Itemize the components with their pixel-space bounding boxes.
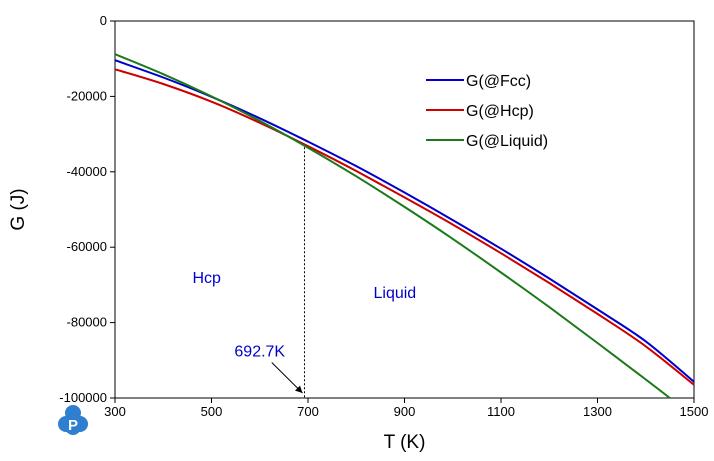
y-tick-label: -20000 bbox=[67, 88, 107, 103]
legend: G(@Fcc) G(@Hcp) G(@Liquid) bbox=[426, 73, 548, 150]
legend-entry: G(@Hcp) bbox=[466, 103, 534, 120]
x-tick-label: 700 bbox=[297, 404, 319, 419]
transition-arrowhead bbox=[295, 385, 303, 393]
transition-label: 692.7K bbox=[234, 344, 285, 361]
region-label-liquid: Liquid bbox=[373, 285, 416, 302]
x-tick-label: 500 bbox=[201, 404, 223, 419]
logo-icon: P bbox=[58, 405, 88, 435]
y-tick-label: 0 bbox=[100, 13, 107, 28]
legend-entry: G(@Liquid) bbox=[466, 133, 548, 150]
y-tick-label: -100000 bbox=[59, 390, 107, 405]
legend-entry: G(@Fcc) bbox=[466, 73, 531, 90]
y-axis-title: G (J) bbox=[8, 188, 29, 230]
series-line-0 bbox=[114, 59, 695, 383]
transition-arrow bbox=[271, 362, 303, 394]
x-axis-title: T (K) bbox=[384, 432, 426, 453]
region-label-hcp: Hcp bbox=[192, 270, 221, 287]
annotation-layer: 692.7K Hcp Liquid bbox=[192, 147, 416, 398]
y-tick-label: -60000 bbox=[67, 239, 107, 254]
series-line-1 bbox=[114, 68, 695, 386]
x-tick-label: 900 bbox=[394, 404, 416, 419]
x-tick-label: 1500 bbox=[680, 404, 709, 419]
plot-area bbox=[114, 20, 695, 399]
series-layer bbox=[114, 53, 695, 399]
x-tick-label: 300 bbox=[104, 404, 126, 419]
y-tick-label: -80000 bbox=[67, 315, 107, 330]
x-axis: 300 500 700 900 1100 1300 1500 bbox=[104, 398, 708, 419]
x-tick-label: 1100 bbox=[487, 404, 515, 419]
y-axis: 0 -20000 -40000 -60000 -80000 -100000 bbox=[59, 13, 115, 405]
svg-text:P: P bbox=[68, 417, 78, 434]
series-line-2 bbox=[114, 53, 671, 399]
x-tick-label: 1300 bbox=[583, 404, 612, 419]
y-tick-label: -40000 bbox=[67, 164, 107, 179]
